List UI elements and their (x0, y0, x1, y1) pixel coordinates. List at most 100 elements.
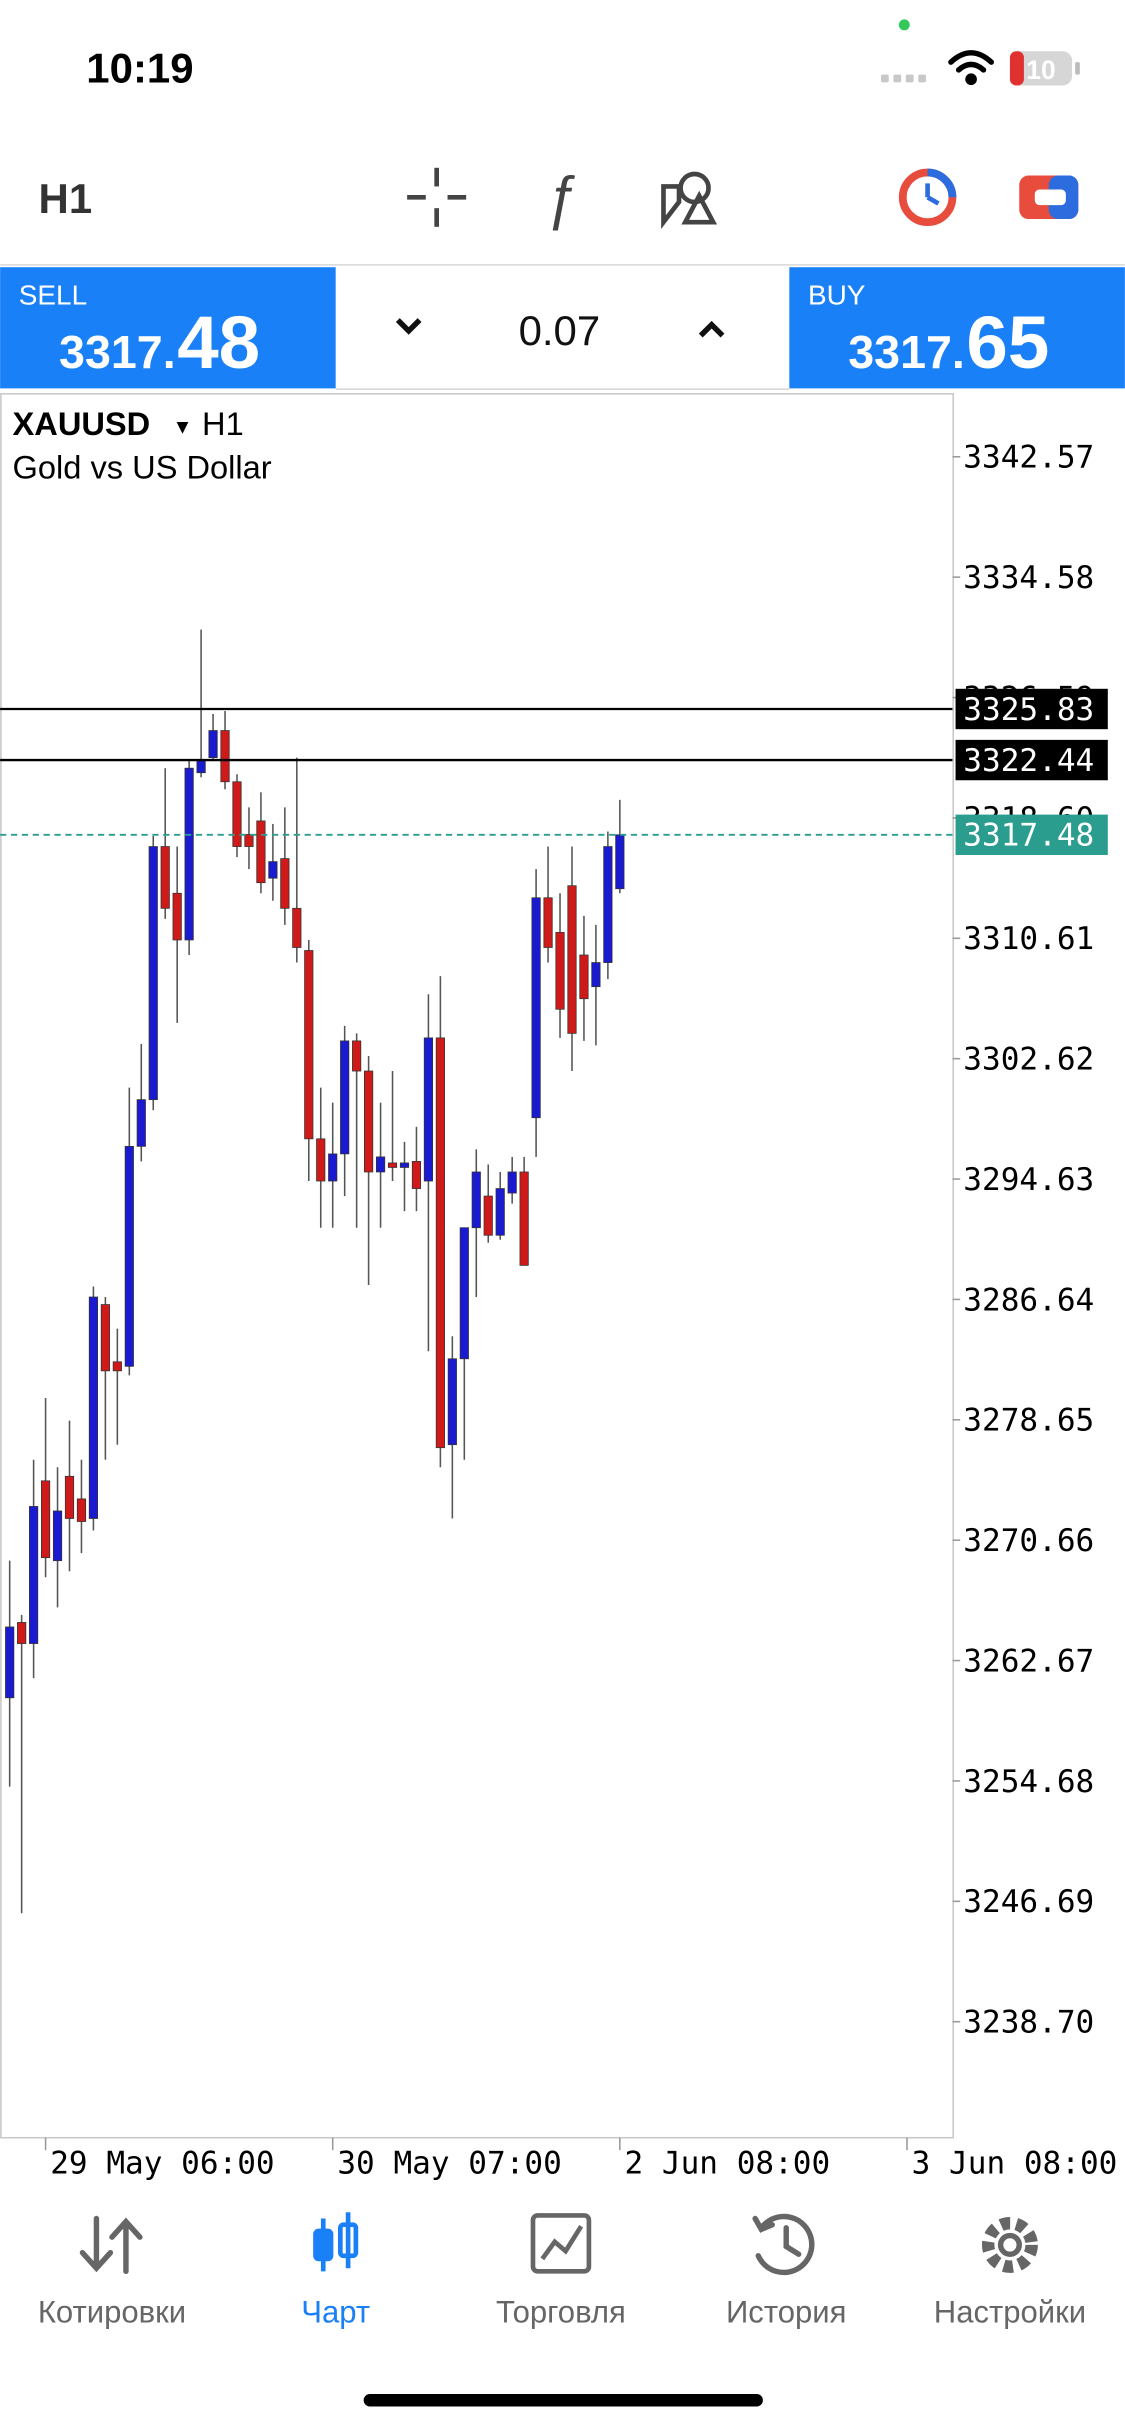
candle-body (232, 781, 242, 847)
candle-body (364, 1070, 374, 1173)
candle-body (352, 1040, 362, 1072)
tab-label[interactable]: История (726, 2295, 846, 2330)
candle-body (603, 846, 613, 963)
home-indicator (363, 2394, 763, 2407)
candle-body (328, 1153, 338, 1182)
x-tick-label: 2 Jun 08:00 (625, 2145, 831, 2181)
candle-body (304, 950, 314, 1140)
price-line-label-bg (955, 688, 1108, 730)
candle-body (88, 1296, 99, 1519)
buy-label: BUY (808, 279, 866, 310)
chart-timeframe: H1 (202, 405, 244, 442)
y-tick-label: 3342.57 (963, 440, 1094, 476)
y-tick-label: 3246.69 (963, 1884, 1094, 1920)
candle-body (196, 760, 206, 774)
candle-body (17, 1622, 27, 1644)
candle-body (411, 1161, 422, 1189)
candle-body (172, 892, 182, 941)
candle-body (447, 1358, 457, 1446)
crosshair-icon[interactable] (407, 167, 467, 227)
price-line-label-bg (955, 739, 1108, 781)
candle-body (280, 858, 290, 909)
status-time: 10:19 (86, 44, 193, 91)
tab-icon-trade[interactable] (530, 2213, 592, 2274)
candle-body (543, 897, 553, 948)
price-line-label: 3325.83 (963, 692, 1094, 728)
volume[interactable]: 0.07 (519, 307, 601, 354)
y-tick-label: 3262.67 (963, 1643, 1094, 1679)
battery-text: 10 (1026, 55, 1055, 85)
candle-body (495, 1188, 505, 1236)
y-tick-label: 3302.62 (963, 1042, 1094, 1078)
candle-body (507, 1171, 517, 1194)
y-tick-label: 3270.66 (963, 1523, 1094, 1559)
symbol-dropdown[interactable]: ▼ (173, 416, 193, 438)
candle-body (52, 1510, 63, 1562)
candle-body (40, 1480, 51, 1559)
tab-icon-chart[interactable] (313, 2212, 359, 2272)
volume-up[interactable] (698, 320, 725, 338)
tab-icon-quotes[interactable] (79, 2215, 143, 2275)
objects-icon[interactable] (661, 171, 718, 230)
trade-icon[interactable] (1019, 175, 1079, 220)
battery-shell (1009, 51, 1073, 86)
bid-label: 3317.48 (963, 818, 1094, 854)
candle-body (268, 861, 278, 879)
y-tick-label: 3294.63 (963, 1162, 1094, 1198)
tab-icon-history[interactable] (752, 2213, 815, 2276)
y-tick-label: 3278.65 (963, 1403, 1094, 1439)
y-tick-label: 3254.68 (963, 1764, 1094, 1800)
candle-body (423, 1037, 434, 1182)
tab-label[interactable]: Чарт (301, 2295, 370, 2330)
candle-body (591, 962, 601, 988)
buy-price-main: 3317. (848, 326, 965, 378)
tab-bar: Котировки Чарт Торговля История Настройки (38, 2295, 1086, 2330)
signal-icon (880, 74, 927, 83)
candle-body (256, 820, 266, 884)
sell-button[interactable] (0, 267, 336, 389)
y-tick-label: 3238.70 (963, 2005, 1094, 2041)
candle-body (244, 834, 254, 847)
buy-price-big: 65 (966, 300, 1049, 384)
sell-label: SELL (19, 279, 87, 310)
candle-body (64, 1475, 75, 1519)
candle-body (435, 1037, 445, 1449)
indicators-icon[interactable]: ƒ (545, 165, 578, 231)
battery-cap (1075, 62, 1080, 75)
y-tick-label: 3310.61 (963, 921, 1094, 957)
candle-body (375, 1156, 386, 1173)
x-tick-label: 30 May 07:00 (337, 2145, 561, 2181)
bid-label-bg (955, 814, 1108, 855)
buy-button[interactable] (789, 267, 1125, 389)
battery-level (1009, 51, 1024, 86)
candle-body (136, 1099, 146, 1147)
candle-body (220, 730, 230, 783)
wifi-icon (948, 50, 995, 86)
sell-price-main: 3317. (59, 326, 176, 378)
chart-symbol[interactable]: XAUUSD (13, 405, 151, 442)
y-tick-label: 3286.64 (963, 1282, 1094, 1318)
x-tick-label: 29 May 06:00 (50, 2145, 274, 2181)
tab-label[interactable]: Торговля (496, 2295, 626, 2330)
status-dot (898, 19, 910, 31)
timeframe-button[interactable]: H1 (39, 175, 93, 222)
tab-label[interactable]: Настройки (934, 2295, 1086, 2330)
candle-body (531, 897, 541, 1119)
tab-label[interactable]: Котировки (38, 2295, 186, 2330)
account-icon[interactable] (898, 168, 957, 227)
candle-body (579, 954, 589, 1000)
y-tick-label: 3334.58 (963, 560, 1094, 596)
price-line-label: 3322.44 (963, 743, 1094, 779)
candle-body (160, 846, 170, 909)
candle-body (399, 1162, 410, 1168)
candle-body (76, 1498, 87, 1522)
volume-down[interactable] (395, 318, 422, 335)
x-tick-label: 3 Jun 08:00 (912, 2145, 1118, 2181)
candle-body (340, 1040, 350, 1155)
tab-icon-settings[interactable] (981, 2216, 1038, 2273)
candle-body (519, 1171, 529, 1266)
candle-body (100, 1304, 110, 1372)
candle-body (483, 1195, 493, 1236)
